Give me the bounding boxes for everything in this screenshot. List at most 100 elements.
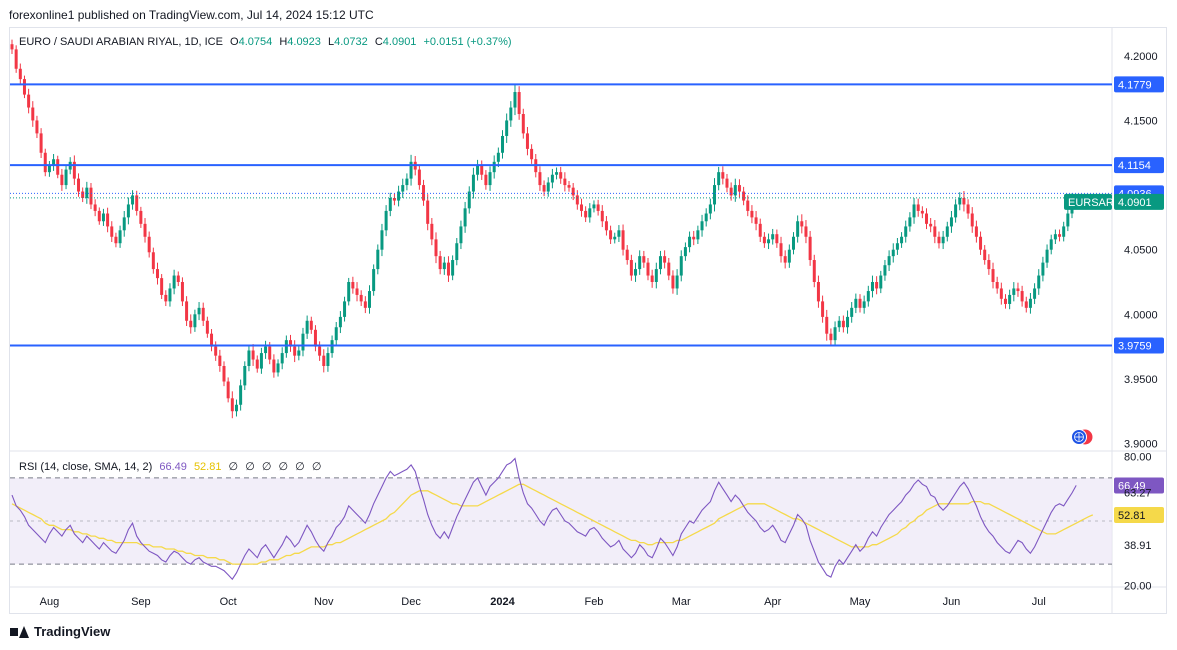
candle-body (945, 226, 949, 237)
candle-body (355, 288, 359, 295)
candle (1008, 289, 1012, 310)
candle-body (658, 256, 662, 270)
time-tick-label: Mar (672, 596, 691, 608)
candle-body (218, 355, 222, 366)
candle-body (10, 44, 14, 50)
candle-body (338, 316, 342, 328)
candle (1041, 256, 1045, 282)
candle (929, 218, 933, 233)
candle-body (629, 260, 633, 276)
candle (193, 309, 197, 332)
candle (89, 183, 93, 210)
candle-body (883, 265, 887, 276)
candle (10, 39, 14, 55)
candle-body (683, 247, 687, 257)
candle-body (862, 301, 866, 308)
candle (895, 237, 899, 255)
candle-body (808, 236, 812, 261)
low-label: L (327, 36, 335, 48)
candle-body (388, 198, 392, 211)
candle-body (700, 221, 704, 231)
candle (833, 321, 837, 346)
candle (168, 283, 172, 307)
candle (43, 148, 47, 177)
candle (1016, 282, 1020, 297)
candle-body (243, 366, 247, 386)
candle (1066, 208, 1070, 232)
candle-body (816, 282, 820, 302)
candle (621, 224, 625, 256)
candle-body (289, 340, 293, 347)
candle-body (800, 221, 804, 227)
candle-body (704, 213, 708, 222)
candle-body (259, 353, 263, 369)
candle-body (550, 174, 554, 183)
candle (912, 198, 916, 224)
candle (704, 208, 708, 227)
candle (322, 349, 326, 373)
candle (442, 256, 446, 275)
candle (392, 193, 396, 206)
candle (663, 250, 667, 269)
candle-body (343, 301, 347, 317)
candle-body (538, 172, 542, 186)
globe-icon[interactable] (1070, 428, 1096, 446)
candle-body (650, 275, 654, 282)
candle (646, 257, 650, 281)
candle (891, 243, 895, 263)
candle (758, 218, 762, 243)
candle (218, 349, 222, 372)
candle (713, 178, 717, 212)
candle-body (837, 320, 841, 328)
candle-body (77, 178, 81, 192)
candle-body (180, 282, 184, 302)
candle (172, 269, 176, 295)
candle-body (713, 185, 717, 205)
candle (796, 215, 800, 243)
candle-body (326, 353, 330, 366)
symbol-title[interactable]: EURO / SAUDI ARABIAN RIYAL, 1D, ICE (19, 36, 223, 48)
candle-body (621, 230, 625, 250)
candle (700, 214, 704, 237)
candle-body (60, 174, 64, 186)
candle (380, 223, 384, 257)
candle-body (584, 210, 588, 218)
candle (696, 225, 700, 245)
candle (654, 262, 658, 289)
candle (35, 115, 39, 139)
candle (338, 311, 342, 334)
rsi-value-tag: 66.49 (1114, 477, 1164, 494)
candle-body (904, 226, 908, 237)
candle (110, 221, 114, 243)
candle-body (501, 135, 505, 153)
candle (916, 198, 920, 217)
candle-body (1049, 239, 1053, 250)
candle (52, 153, 56, 171)
candle-body (833, 327, 837, 341)
candle-body (509, 107, 513, 121)
candle (376, 244, 380, 275)
candle (812, 254, 816, 288)
candle (642, 250, 646, 268)
candle (264, 340, 268, 359)
candle-body (505, 120, 509, 136)
candle (343, 296, 347, 322)
candle-body (542, 185, 546, 192)
candle (372, 264, 376, 296)
candle (180, 277, 184, 307)
candle-body (600, 210, 604, 222)
candle (18, 63, 22, 85)
candle-body (908, 217, 912, 227)
candle (688, 231, 692, 253)
candle-body (688, 236, 692, 248)
candle-body (854, 298, 858, 308)
candle-body (409, 161, 413, 179)
candle (920, 206, 924, 219)
candle-body (496, 152, 500, 162)
rsi-title[interactable]: RSI (14, close, SMA, 14, 2) (19, 461, 153, 473)
candle-body (318, 346, 322, 356)
candle (388, 192, 392, 217)
candle (355, 282, 359, 302)
candle-body (846, 316, 850, 328)
